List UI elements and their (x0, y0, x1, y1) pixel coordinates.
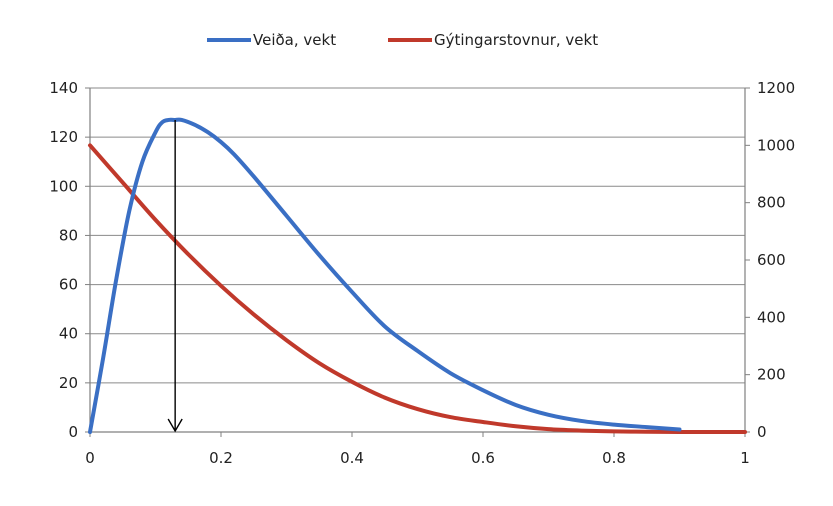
annotations (167, 119, 183, 433)
y-tick-label: 140 (49, 79, 78, 97)
y2-tick-label: 1200 (757, 79, 795, 97)
y2-tick-label: 400 (757, 308, 786, 326)
y-tick-label: 80 (59, 226, 78, 244)
x-tick-label: 1 (740, 449, 750, 467)
legend-label-gytingarstovnur: Gýtingarstovnur, vekt (434, 31, 598, 49)
y2-tick-label: 200 (757, 366, 786, 384)
y-tick-label: 60 (59, 276, 78, 294)
x-tick-labels: 0 0.2 0.4 0.6 0.8 1 (85, 449, 750, 467)
series-line-gytingarstovnur (88, 143, 747, 435)
series-line-veida (88, 117, 682, 434)
y-tick-label: 20 (59, 374, 78, 392)
x-tick-label: 0.8 (602, 449, 626, 467)
axes (85, 87, 750, 437)
annotation-arrow-head (167, 418, 183, 433)
gridlines (90, 87, 745, 384)
y-tick-label: 100 (49, 177, 78, 195)
x-tick-label: 0.2 (209, 449, 233, 467)
x-tick-label: 0.4 (340, 449, 364, 467)
y2-tick-labels: 0 200 400 600 800 1000 1200 (757, 79, 795, 441)
y-tick-label: 40 (59, 325, 78, 343)
y-tick-labels: 0 20 40 60 80 100 120 140 (49, 79, 78, 441)
y-tick-label: 0 (68, 423, 78, 441)
y2-tick-label: 800 (757, 194, 786, 212)
legend-label-veida: Veiða, vekt (253, 31, 336, 49)
y2-tick-label: 600 (757, 251, 786, 269)
legend: Veiða, vekt Gýtingarstovnur, vekt (207, 31, 598, 49)
series-lines (88, 117, 747, 435)
y-tick-label: 120 (49, 128, 78, 146)
x-tick-label: 0.6 (471, 449, 495, 467)
y2-tick-label: 0 (757, 423, 767, 441)
x-tick-label: 0 (85, 449, 95, 467)
y2-tick-label: 1000 (757, 136, 795, 154)
